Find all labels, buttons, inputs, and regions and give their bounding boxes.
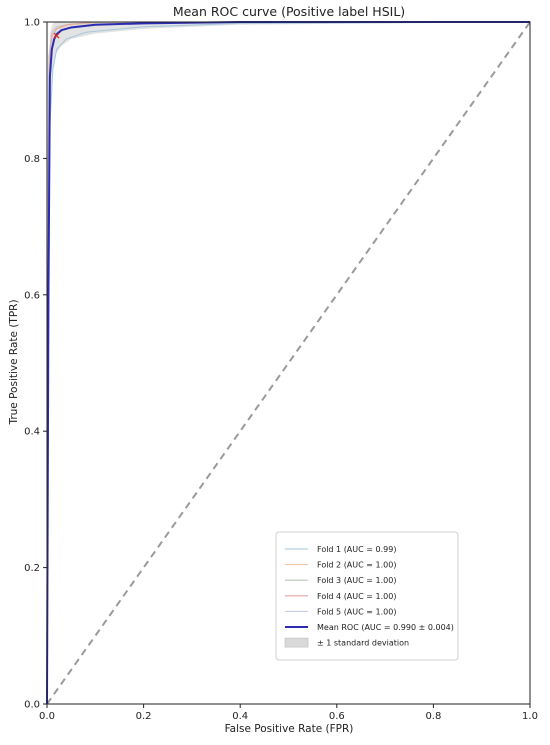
x-tick-label: 0.8 <box>425 711 441 722</box>
x-tick-label: 0.6 <box>329 711 345 722</box>
legend-entry-label: Fold 1 (AUC = 0.99) <box>317 545 396 554</box>
y-tick-label: 0.8 <box>24 154 40 165</box>
chart-title: Mean ROC curve (Positive label HSIL) <box>173 4 405 19</box>
y-tick-label: 0.0 <box>24 700 40 711</box>
legend-swatch <box>284 637 309 648</box>
legend-entry-label: Fold 2 (AUC = 1.00) <box>317 561 396 570</box>
x-tick-label: 0.0 <box>39 711 55 722</box>
y-axis-label: True Positive Rate (TPR) <box>8 299 20 425</box>
mean-roc-line <box>46 21 530 705</box>
x-axis-label: False Positive Rate (FPR) <box>225 723 354 735</box>
legend-entry-label: Mean ROC (AUC = 0.990 ± 0.004) <box>317 623 454 632</box>
legend-entry-label: Fold 3 (AUC = 1.00) <box>317 576 396 585</box>
legend-box <box>275 531 459 661</box>
legend: Fold 1 (AUC = 0.99) Fold 2 (AUC = 1.00) Fo… <box>275 531 459 661</box>
y-tick-label: 0.6 <box>24 290 40 301</box>
legend-entry-label: Fold 4 (AUC = 1.00) <box>317 592 396 601</box>
axes-frame <box>46 21 531 705</box>
x-tick-label: 1.0 <box>522 711 538 722</box>
y-tick-label: 0.4 <box>24 427 40 438</box>
x-tick-label: 0.4 <box>232 711 248 722</box>
y-tick-label: 0.2 <box>24 563 40 574</box>
y-tick-label: 1.0 <box>24 18 40 29</box>
plot-area: 0.0 0.2 0.4 0.6 0.8 1.0 0.0 0.2 0.4 0.6 0.8 1.0 <box>24 18 538 723</box>
legend-entry-label: ± 1 standard deviation <box>317 639 409 648</box>
legend-entry-label: Fold 5 (AUC = 1.00) <box>317 607 396 616</box>
chance-diagonal-line <box>46 21 531 705</box>
x-tick-label: 0.2 <box>136 711 152 722</box>
operating-point-marker <box>53 32 60 39</box>
